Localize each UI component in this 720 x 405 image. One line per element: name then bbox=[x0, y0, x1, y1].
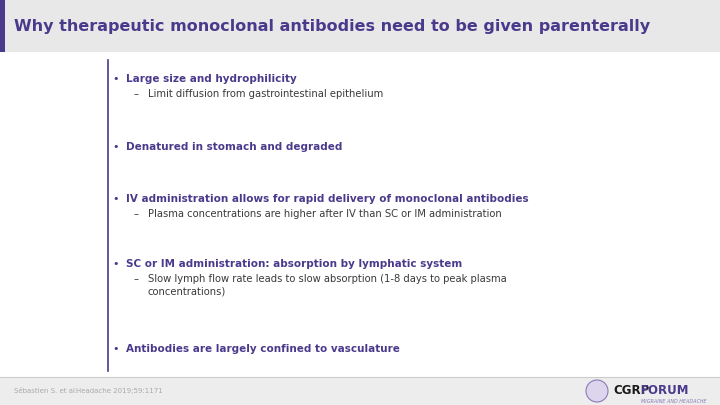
Text: Headache 2019;59:1171: Headache 2019;59:1171 bbox=[76, 388, 163, 394]
Text: concentrations): concentrations) bbox=[148, 287, 226, 297]
Text: •: • bbox=[112, 194, 119, 204]
Text: Why therapeutic monoclonal antibodies need to be given parenterally: Why therapeutic monoclonal antibodies ne… bbox=[14, 19, 650, 34]
Text: Slow lymph flow rate leads to slow absorption (1-8 days to peak plasma: Slow lymph flow rate leads to slow absor… bbox=[148, 274, 507, 284]
Text: IV administration allows for rapid delivery of monoclonal antibodies: IV administration allows for rapid deliv… bbox=[126, 194, 528, 204]
Text: Antibodies are largely confined to vasculature: Antibodies are largely confined to vascu… bbox=[126, 344, 400, 354]
Text: Limit diffusion from gastrointestinal epithelium: Limit diffusion from gastrointestinal ep… bbox=[148, 89, 383, 99]
Text: •: • bbox=[112, 142, 119, 152]
Text: MIGRAINE AND HEADACHE: MIGRAINE AND HEADACHE bbox=[641, 399, 706, 404]
Text: •: • bbox=[112, 74, 119, 84]
Text: Denatured in stomach and degraded: Denatured in stomach and degraded bbox=[126, 142, 343, 152]
Text: CGRP: CGRP bbox=[613, 384, 649, 397]
Text: Plasma concentrations are higher after IV than SC or IM administration: Plasma concentrations are higher after I… bbox=[148, 209, 502, 219]
Text: –: – bbox=[134, 209, 139, 219]
Text: –: – bbox=[134, 89, 139, 99]
Text: Sébastien S. et al.: Sébastien S. et al. bbox=[14, 388, 77, 394]
Circle shape bbox=[586, 380, 608, 402]
Text: SC or IM administration: absorption by lymphatic system: SC or IM administration: absorption by l… bbox=[126, 259, 462, 269]
Bar bbox=[0, 0, 5, 52]
Text: •: • bbox=[112, 259, 119, 269]
Text: •: • bbox=[112, 344, 119, 354]
Text: –: – bbox=[134, 274, 139, 284]
Text: FORUM: FORUM bbox=[641, 384, 690, 397]
Text: Large size and hydrophilicity: Large size and hydrophilicity bbox=[126, 74, 297, 84]
Bar bbox=[0, 0, 720, 52]
Bar bbox=[0, 52, 720, 377]
Bar bbox=[0, 377, 720, 405]
